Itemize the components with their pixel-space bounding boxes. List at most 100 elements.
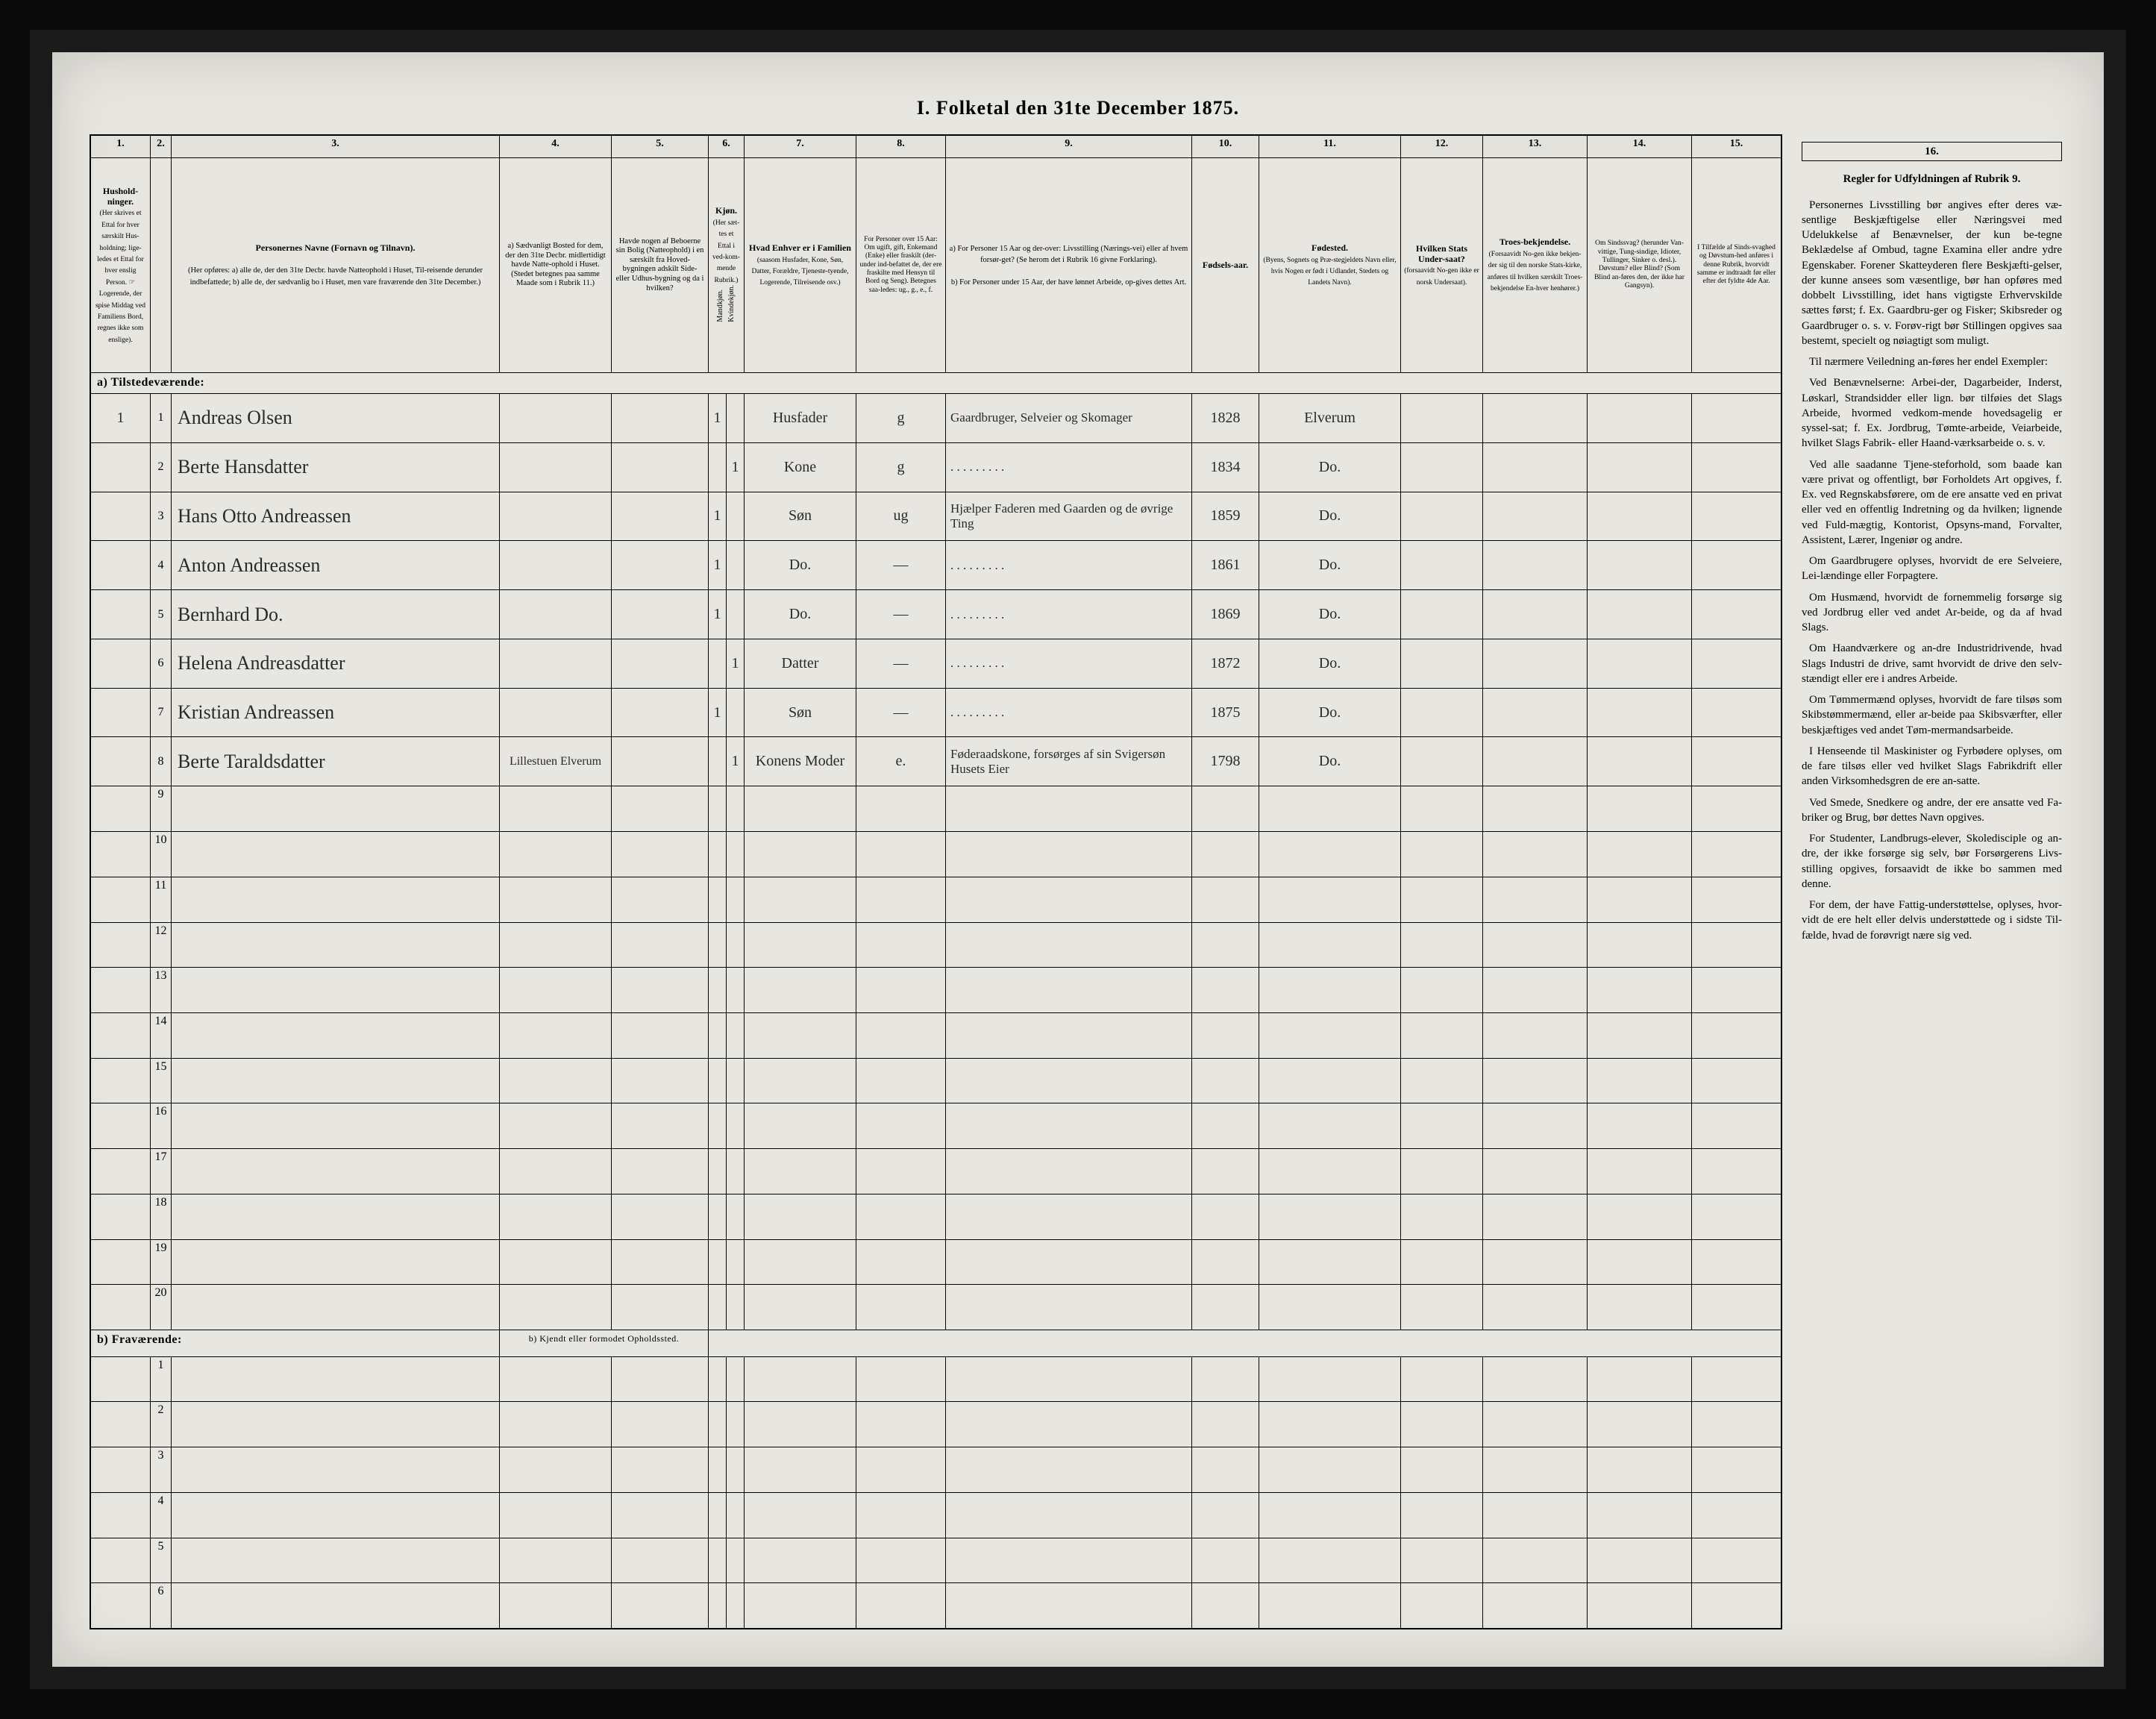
cell (1588, 1012, 1692, 1058)
cell-civil-status: ug (856, 492, 946, 541)
cell (745, 922, 856, 968)
header-title: Hushold-ninger. (103, 186, 138, 207)
cell-building (612, 492, 709, 541)
cell (709, 1194, 727, 1239)
header-sub: (saasom Husfader, Kone, Søn, Datter, For… (751, 257, 848, 287)
cell (946, 1012, 1192, 1058)
person-name: Andreas Olsen (172, 394, 500, 443)
cell (1483, 1239, 1588, 1285)
cell (500, 968, 612, 1013)
cell-disability-age (1692, 590, 1781, 639)
cell-birth-year: 1869 (1192, 590, 1259, 639)
cell (1483, 968, 1588, 1013)
cell (709, 1402, 727, 1447)
cell (1588, 1447, 1692, 1493)
row-num: 17 (151, 1149, 172, 1194)
cell (172, 832, 500, 877)
cell-birth-place: Do. (1259, 688, 1401, 737)
cell (946, 1356, 1192, 1402)
cell (172, 1356, 500, 1402)
household-num (91, 442, 151, 492)
census-table: 1. 2. 3. 4. 5. 6. 7. 8. 9. 10. 11. 12. 1… (90, 135, 1781, 1629)
empty-rows-b: 123456 (91, 1356, 1781, 1628)
cell (946, 1447, 1192, 1493)
cell (1192, 1447, 1259, 1493)
cell (1483, 1538, 1588, 1583)
cell (1401, 1103, 1483, 1149)
cell-nationality (1401, 639, 1483, 688)
cell (1588, 1492, 1692, 1538)
cell (1259, 877, 1401, 922)
cell (709, 1149, 727, 1194)
cell-occupation: . . . . . . . . . (946, 639, 1192, 688)
cell-building (612, 639, 709, 688)
cell-residence (500, 688, 612, 737)
cell (1588, 1285, 1692, 1330)
cell-occupation: . . . . . . . . . (946, 688, 1192, 737)
cell (172, 922, 500, 968)
table-row: 2 (91, 1402, 1781, 1447)
cell (172, 877, 500, 922)
table-row: 2Berte Hansdatter1Koneg. . . . . . . . .… (91, 442, 1781, 492)
cell (856, 968, 946, 1013)
cell (612, 1058, 709, 1103)
cell (172, 786, 500, 832)
cell-disability-age (1692, 737, 1781, 786)
cell-birth-year: 1798 (1192, 737, 1259, 786)
section-spacer (709, 1330, 1781, 1356)
cell (1192, 1239, 1259, 1285)
cell (1259, 922, 1401, 968)
household-num (91, 737, 151, 786)
table-row: 16 (91, 1103, 1781, 1149)
header-cell: a) Sædvanligt Bosted for dem, der den 31… (500, 157, 612, 372)
cell-occupation: . . . . . . . . . (946, 541, 1192, 590)
col-num: 6. (709, 136, 745, 158)
rules-para: I Henseende til Maskinister og Fyrbødere… (1802, 744, 2062, 789)
cell (91, 832, 151, 877)
cell (856, 1538, 946, 1583)
header-sub: (Byens, Sognets og Præ-stegjeldets Navn … (1263, 257, 1396, 287)
cell-birth-year: 1872 (1192, 639, 1259, 688)
cell-religion (1483, 590, 1588, 639)
row-num: 19 (151, 1239, 172, 1285)
cell (745, 1058, 856, 1103)
cell-occupation: . . . . . . . . . (946, 590, 1192, 639)
row-num: 6 (151, 639, 172, 688)
cell (1192, 1402, 1259, 1447)
cell-disability-age (1692, 394, 1781, 443)
row-num: 6 (151, 1583, 172, 1629)
cell-nationality (1401, 737, 1483, 786)
cell (1192, 1149, 1259, 1194)
cell (1192, 1285, 1259, 1330)
table-row: 14 (91, 1012, 1781, 1058)
row-num: 10 (151, 832, 172, 877)
cell (91, 786, 151, 832)
cell-birth-place: Do. (1259, 492, 1401, 541)
cell-residence (500, 541, 612, 590)
header-cell: Om Sindssvag? (herunder Van-vittige, Tun… (1588, 157, 1692, 372)
cell (1259, 832, 1401, 877)
cell (1259, 1492, 1401, 1538)
cell (1692, 1149, 1781, 1194)
cell-disability (1588, 737, 1692, 786)
cell (946, 922, 1192, 968)
household-num (91, 590, 151, 639)
cell (91, 1012, 151, 1058)
cell (91, 1058, 151, 1103)
cell-disability (1588, 639, 1692, 688)
cell (727, 1103, 745, 1149)
cell (946, 1583, 1192, 1629)
cell (1588, 877, 1692, 922)
table-row: 11Andreas Olsen1HusfadergGaardbruger, Se… (91, 394, 1781, 443)
row-num: 5 (151, 590, 172, 639)
household-num (91, 541, 151, 590)
cell (727, 1583, 745, 1629)
cell (172, 1538, 500, 1583)
cell (91, 1402, 151, 1447)
cell (1192, 832, 1259, 877)
cell (1401, 1538, 1483, 1583)
cell (946, 1194, 1192, 1239)
cell (500, 1239, 612, 1285)
cell (500, 1103, 612, 1149)
household-num (91, 688, 151, 737)
